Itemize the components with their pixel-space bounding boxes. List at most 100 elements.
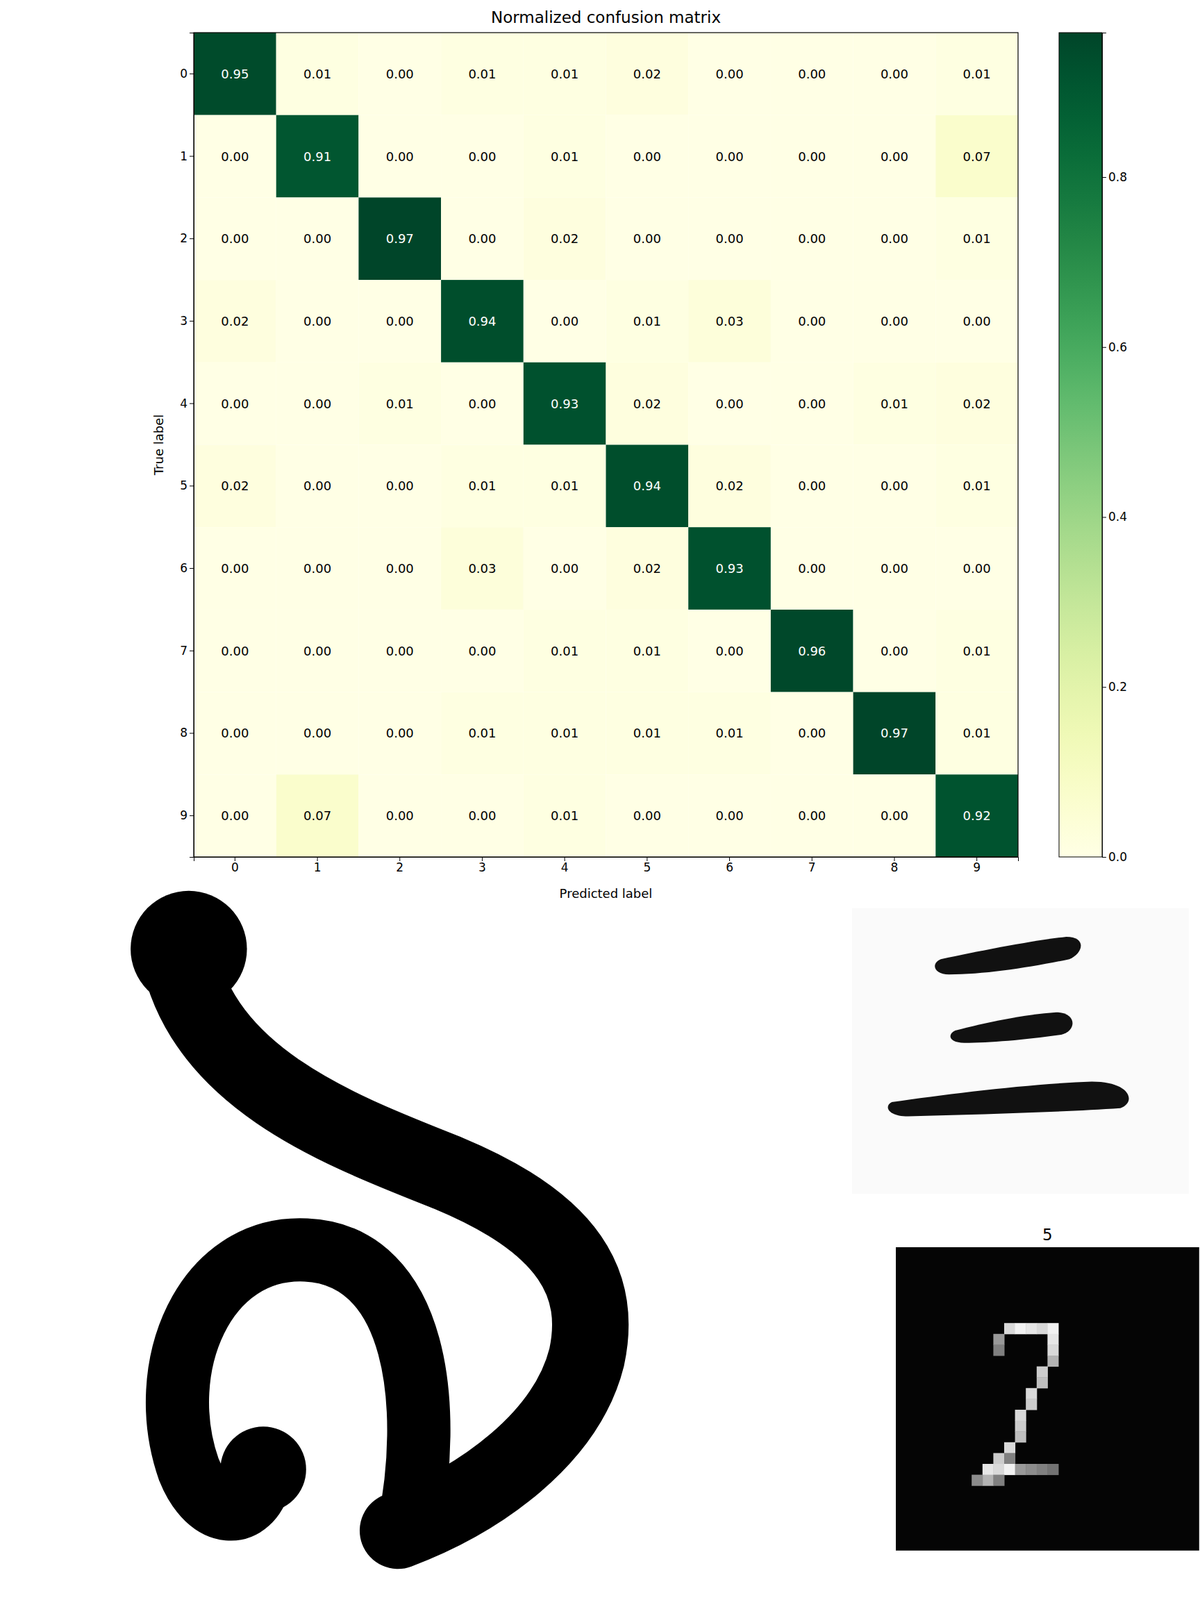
cell [440,197,524,280]
data-label: 0.01 [715,725,744,741]
mnist-background [895,1247,1200,1551]
data-label: 0.00 [880,643,909,659]
data-label: 0.00 [468,808,496,823]
cell [935,445,1019,528]
cell [523,279,607,363]
cell [523,197,607,280]
data-label: 0.02 [220,313,249,329]
data-label: 0.00 [550,561,579,576]
data-label: 0.07 [303,808,332,823]
cell [193,609,277,693]
cell [853,115,937,198]
x-tick-label: 0 [231,860,239,875]
cell [193,445,277,528]
colorbar-axis-line [1102,33,1107,858]
colorbar-tick: 0.4 [1102,509,1128,524]
x-tick-label: 3 [478,860,487,875]
data-label: 0.00 [303,313,332,329]
cell [440,692,524,775]
y-tick: 5 [179,478,194,493]
cell [523,32,607,116]
data-label: 0.00 [715,643,744,659]
data-label: 0.00 [880,313,909,329]
cell [853,609,937,693]
cell [770,279,854,363]
data-label: 0.03 [715,313,744,329]
cell [358,774,441,857]
mnist-pixel [1015,1409,1027,1421]
colorbar-tick-mark [1102,347,1107,348]
data-label: 0.00 [797,396,826,412]
data-label: 0.00 [386,478,414,494]
mnist-image [895,1247,1200,1551]
data-label: 0.00 [715,149,744,164]
data-label: 0.00 [303,725,332,741]
cell [770,774,854,857]
cell [358,445,441,528]
figure: 0.950.010.000.010.010.020.000.000.000.01… [0,0,1200,1600]
data-label: 0.01 [303,66,332,82]
x-tick-label: 1 [313,860,322,875]
data-label: 0.00 [963,313,991,329]
mnist-pixel [993,1475,1005,1487]
glyph-dot [220,1426,306,1512]
colorbar-tick-mark [1102,517,1107,519]
y-tick: 6 [179,561,194,575]
y-tick-label: 0 [179,66,188,81]
data-label: 0.00 [797,231,826,246]
cell [193,197,277,280]
x-tick: 5 [643,856,651,875]
cell [853,527,937,610]
x-tick-label: 8 [890,860,899,875]
cell [853,279,937,363]
data-label: 0.00 [797,725,826,741]
cell [770,692,854,775]
colorbar-axis: 0.00.20.40.60.8 [1102,33,1128,864]
cell [770,362,854,446]
data-label: 0.02 [633,396,662,412]
data-label: 0.01 [468,478,496,494]
chart-title: Normalized confusion matrix [490,8,721,27]
x-tick: 3 [478,856,487,875]
data-label: 0.93 [715,561,744,576]
cell [935,32,1019,116]
mnist-pixel [993,1463,1005,1475]
glyph-dot [130,890,248,1008]
y-axis-title: True label [151,414,166,477]
x-tick-label: 4 [561,860,569,875]
data-label: 0.00 [220,725,249,741]
y-tick: 2 [179,231,194,246]
data-label: 0.93 [550,396,579,412]
mnist-pixel [1025,1322,1037,1335]
glyph-image [130,890,591,1531]
data-label: 0.92 [963,808,991,823]
x-tick-label: 7 [808,860,816,875]
cell [606,279,689,363]
data-label: 0.01 [633,725,662,741]
cell [358,692,441,775]
data-label: 0.00 [963,561,991,576]
cell [935,774,1019,857]
colorbar-tick-label: 0.6 [1108,340,1128,355]
mnist-pixel [1015,1463,1027,1475]
mnist-pixel [982,1463,994,1475]
y-tick-label: 5 [179,478,188,493]
data-label: 0.00 [797,808,826,823]
data-label: 0.00 [220,808,249,823]
brush-stroke [950,1012,1073,1044]
cell [688,774,771,857]
y-tick-mark [189,238,194,239]
data-label: 0.02 [550,231,579,246]
cell [853,197,937,280]
cell [193,692,277,775]
y-tick-mark [189,732,194,734]
cell [358,115,441,198]
x-tick: 4 [561,856,569,875]
cell [358,527,441,610]
cell [523,445,607,528]
data-label: 0.00 [715,231,744,246]
y-tick-label: 2 [179,231,188,246]
data-label: 0.01 [550,149,579,164]
mnist-pixel [1036,1463,1048,1475]
colorbar-tick-label: 0.8 [1108,170,1128,185]
